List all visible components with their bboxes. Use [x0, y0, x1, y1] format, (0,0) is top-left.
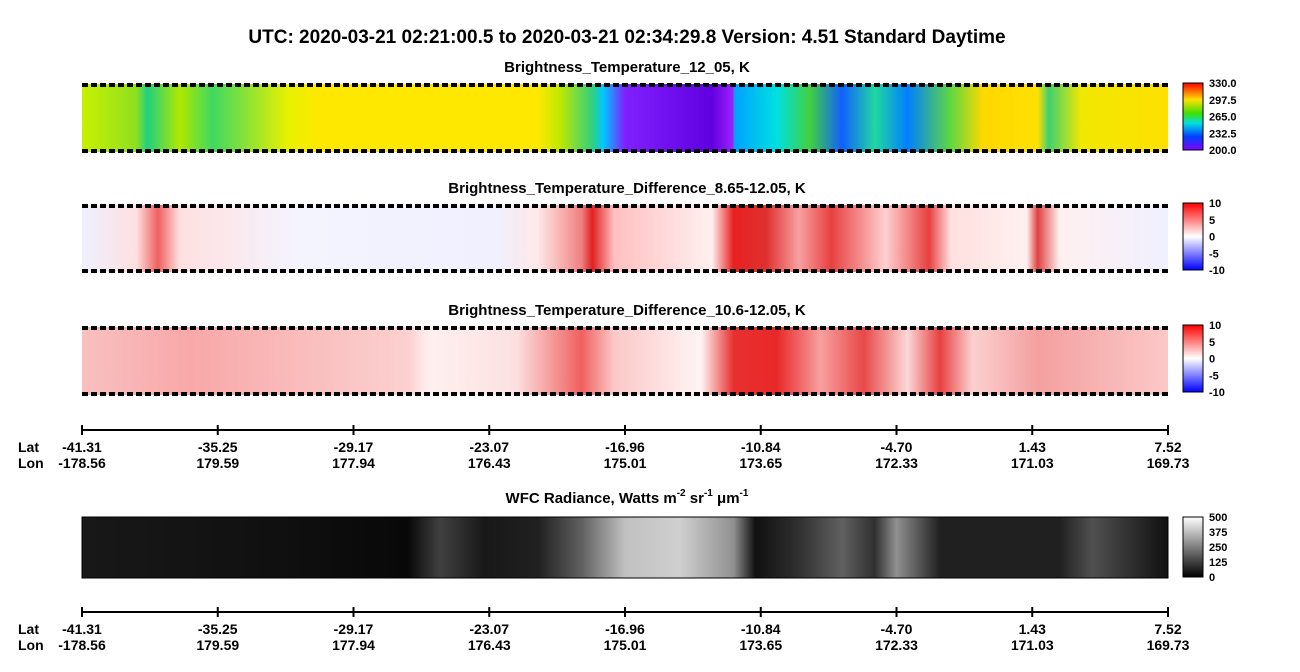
colorbar-label: 0 — [1209, 572, 1215, 584]
lon-tick-label: 177.94 — [332, 637, 375, 653]
panel-title: Brightness_Temperature_12_05, K — [504, 59, 750, 76]
lat-tick-label: 1.43 — [1019, 621, 1046, 637]
lat-tick-label: 7.52 — [1154, 439, 1181, 455]
colorbar-label: -10 — [1209, 265, 1225, 277]
lat-tick-label: -23.07 — [469, 621, 509, 637]
lon-tick-label: 179.59 — [196, 455, 239, 471]
title-part: -2 — [677, 488, 686, 499]
swath-image — [82, 327, 1168, 395]
panel — [81, 516, 1204, 579]
main-title: UTC: 2020-03-21 02:21:00.5 to 2020-03-21… — [248, 27, 1005, 48]
panel — [82, 324, 1204, 395]
lat-tick-label: -10.84 — [741, 621, 781, 637]
colorbar — [1182, 82, 1204, 151]
lat-tick-label: 1.43 — [1019, 439, 1046, 455]
lon-tick-label: 179.59 — [196, 637, 239, 653]
lon-tick-label: 176.43 — [468, 455, 511, 471]
colorbar-label: 10 — [1209, 320, 1221, 332]
colorbar-label: -5 — [1209, 248, 1219, 260]
lat-tick-label: -41.31 — [62, 439, 102, 455]
panel-title: WFC Radiance, Watts m-2 sr-1 μm-1 — [506, 488, 749, 507]
title-part: μm — [713, 490, 740, 507]
swath-image — [82, 205, 1168, 272]
lat-tick-label: -10.84 — [741, 439, 781, 455]
title-part: WFC Radiance, Watts m — [506, 490, 677, 507]
lat-tick-label: -29.17 — [334, 621, 374, 637]
title-part: -1 — [740, 488, 749, 499]
swath-image — [82, 84, 1168, 152]
lon-tick-label: 176.43 — [468, 637, 511, 653]
lon-tick-label: 169.73 — [1147, 637, 1190, 653]
lat-tick-label: -41.31 — [62, 621, 102, 637]
colorbar-label: 500 — [1209, 512, 1227, 524]
colorbar-label: 5 — [1209, 215, 1215, 227]
lon-tick-label: 171.03 — [1011, 637, 1054, 653]
colorbar-label: 5 — [1209, 337, 1215, 349]
lon-tick-label: 177.94 — [332, 455, 375, 471]
lon-tick-label: 172.33 — [875, 637, 918, 653]
lat-tick-label: -4.70 — [881, 439, 913, 455]
colorbar-label: 0 — [1209, 354, 1215, 366]
lat-tick-label: -4.70 — [881, 621, 913, 637]
panel — [82, 202, 1204, 272]
lat-tick-label: -35.25 — [198, 621, 238, 637]
colorbar-label: -5 — [1209, 370, 1219, 382]
panel-title: Brightness_Temperature_Difference_10.6-1… — [448, 302, 806, 319]
lon-tick-label: 172.33 — [875, 455, 918, 471]
lat-tick-label: -29.17 — [334, 439, 374, 455]
lat-label: Lat — [18, 621, 39, 637]
swath-image — [81, 516, 1169, 579]
colorbar-label: 200.0 — [1209, 145, 1237, 157]
colorbar-label: 297.5 — [1209, 95, 1237, 107]
panel-title: Brightness_Temperature_Difference_8.65-1… — [448, 180, 806, 197]
lat-tick-label: -16.96 — [605, 439, 645, 455]
colorbar-label: 330.0 — [1209, 78, 1237, 90]
lon-label: Lon — [18, 455, 44, 471]
colorbar-label: 10 — [1209, 198, 1221, 210]
lat-tick-label: 7.52 — [1154, 621, 1181, 637]
title-part: -1 — [704, 488, 713, 499]
lon-tick-label: 171.03 — [1011, 455, 1054, 471]
colorbar-label: 0 — [1209, 232, 1215, 244]
lon-tick-label: -178.56 — [58, 637, 106, 653]
lat-label: Lat — [18, 439, 39, 455]
lon-label: Lon — [18, 637, 44, 653]
swath-edges — [82, 83, 1168, 396]
lat-tick-label: -35.25 — [198, 439, 238, 455]
lon-tick-label: 173.65 — [739, 455, 782, 471]
colorbar-label: 265.0 — [1209, 112, 1237, 124]
colorbar-label: -10 — [1209, 387, 1225, 399]
colorbar-label: 125 — [1209, 557, 1227, 569]
lon-tick-label: 175.01 — [604, 455, 647, 471]
lat-tick-label: -16.96 — [605, 621, 645, 637]
lon-tick-label: 175.01 — [604, 637, 647, 653]
colorbar — [1182, 202, 1204, 271]
colorbar-label: 375 — [1209, 527, 1227, 539]
panel — [82, 82, 1204, 152]
lon-tick-label: 173.65 — [739, 637, 782, 653]
colorbar-label: 232.5 — [1209, 128, 1237, 140]
colorbar-label: 250 — [1209, 542, 1227, 554]
lon-tick-label: -178.56 — [58, 455, 106, 471]
colorbar — [1182, 516, 1204, 578]
lat-tick-label: -23.07 — [469, 439, 509, 455]
colorbar — [1182, 324, 1204, 393]
lon-tick-label: 169.73 — [1147, 455, 1190, 471]
title-part: sr — [686, 490, 705, 507]
